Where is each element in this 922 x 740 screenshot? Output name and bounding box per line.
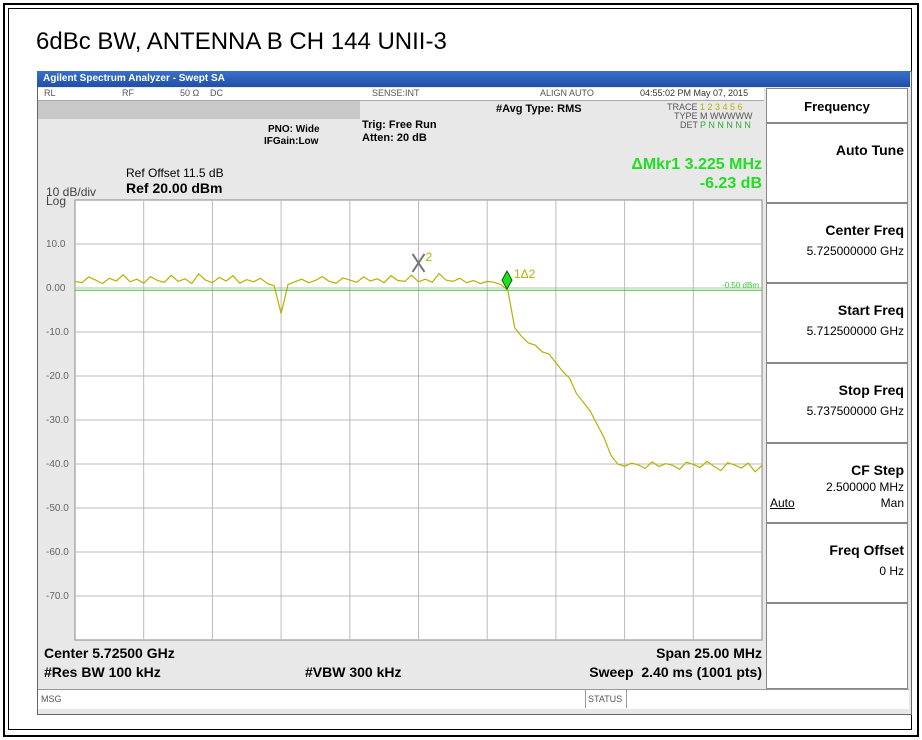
softkey-value: 5.712500000 GHz <box>806 324 904 338</box>
align: ALIGN AUTO <box>540 88 594 98</box>
time: 04:55:02 PM May 07, 2015 <box>640 88 749 98</box>
y-tick-label: -50.0 <box>46 503 69 514</box>
vbw: #VBW 300 kHz <box>305 664 402 680</box>
softkey[interactable]: Auto Tune <box>766 123 908 203</box>
det-vals: P N N N N N <box>700 120 751 130</box>
softkey[interactable]: Start Freq 5.712500000 GHz <box>766 283 908 363</box>
type-vals: M WWWWW <box>700 111 753 121</box>
threshold-label: -0.50 dBm <box>722 281 759 290</box>
gray-bar <box>38 101 360 119</box>
ref-level: Ref 20.00 dBm <box>126 180 223 196</box>
y-tick-label: 10.0 <box>46 239 66 250</box>
marker-diamond <box>501 270 513 291</box>
marker-x <box>411 253 426 273</box>
rl: RL <box>44 88 56 98</box>
window-title: Agilent Spectrum Analyzer - Swept SA <box>37 71 910 87</box>
pno: PNO: Wide <box>268 124 320 135</box>
softkey-value: 2.500000 MHz <box>825 480 904 494</box>
softkey[interactable]: CF Step 2.500000 MHz Auto Man <box>766 443 908 523</box>
softkey[interactable]: Center Freq 5.725000000 GHz <box>766 203 908 283</box>
log: Log <box>46 194 67 208</box>
softkey-value: 0 Hz <box>879 564 904 578</box>
center: Center 5.72500 GHz <box>44 645 175 661</box>
softkey-value: 5.737500000 GHz <box>806 404 904 418</box>
msg: MSG <box>41 694 62 704</box>
softkey-label: CF Step <box>851 462 904 478</box>
y-tick-label: -40.0 <box>46 459 69 470</box>
status: STATUS <box>588 694 623 704</box>
marker-label: 2 <box>426 250 433 264</box>
trace-label: TRACE <box>667 102 698 112</box>
sense: SENSE:INT <box>372 88 420 98</box>
marker-label: 1Δ2 <box>514 267 536 281</box>
det-label: DET <box>680 120 698 130</box>
y-tick-label: -30.0 <box>46 415 69 426</box>
softkey-label: Freq Offset <box>829 542 904 558</box>
atten: Atten: 20 dB <box>362 132 427 144</box>
softkey-label: Center Freq <box>825 222 904 238</box>
softkey-empty <box>766 603 908 689</box>
rbw: #Res BW 100 kHz <box>44 664 161 680</box>
span: Span 25.00 MHz <box>656 645 762 661</box>
y-tick-label: -20.0 <box>46 371 69 382</box>
y-tick-label: 0.00 <box>46 283 66 294</box>
ifgain: IFGain:Low <box>264 136 319 147</box>
marker-readout-2: -6.23 dB <box>699 175 762 192</box>
softkey-header: Frequency <box>766 88 908 123</box>
softkey-right: Man <box>880 496 904 510</box>
softkey[interactable]: Freq Offset 0 Hz <box>766 523 908 603</box>
msg-bar <box>38 689 909 709</box>
trig: Trig: Free Run <box>362 119 437 131</box>
outer-frame <box>3 3 919 737</box>
trace <box>74 272 763 473</box>
impedance: 50 Ω <box>180 88 200 98</box>
softkey-header-text: Frequency <box>804 99 870 114</box>
status-row <box>38 88 764 101</box>
scale: 10 dB/div <box>46 185 97 199</box>
softkey-label: Start Freq <box>837 302 904 318</box>
y-tick-label: -70.0 <box>46 591 69 602</box>
coupling: DC <box>210 88 223 98</box>
trace-nums: 1 2 3 4 5 6 <box>700 102 743 112</box>
title: 6dBc BW, ANTENNA B CH 144 UNII-3 <box>36 28 447 55</box>
softkey-label: Stop Freq <box>838 382 904 398</box>
ref-offset: Ref Offset 11.5 dB <box>126 166 224 180</box>
sweep: Sweep 2.40 ms (1001 pts) <box>589 664 762 680</box>
softkey-left: Auto <box>770 496 795 510</box>
type-label: TYPE <box>674 111 698 121</box>
marker-readout-1: ΔMkr1 3.225 MHz <box>631 156 762 173</box>
y-tick-label: -60.0 <box>46 547 69 558</box>
softkey-value: 5.725000000 GHz <box>806 244 904 258</box>
rf: RF <box>122 88 134 98</box>
softkey[interactable]: Stop Freq 5.737500000 GHz <box>766 363 908 443</box>
y-tick-label: -10.0 <box>46 327 69 338</box>
avg-type: #Avg Type: RMS <box>496 103 582 115</box>
softkey-label: Auto Tune <box>835 142 904 158</box>
status-divider <box>585 689 627 708</box>
